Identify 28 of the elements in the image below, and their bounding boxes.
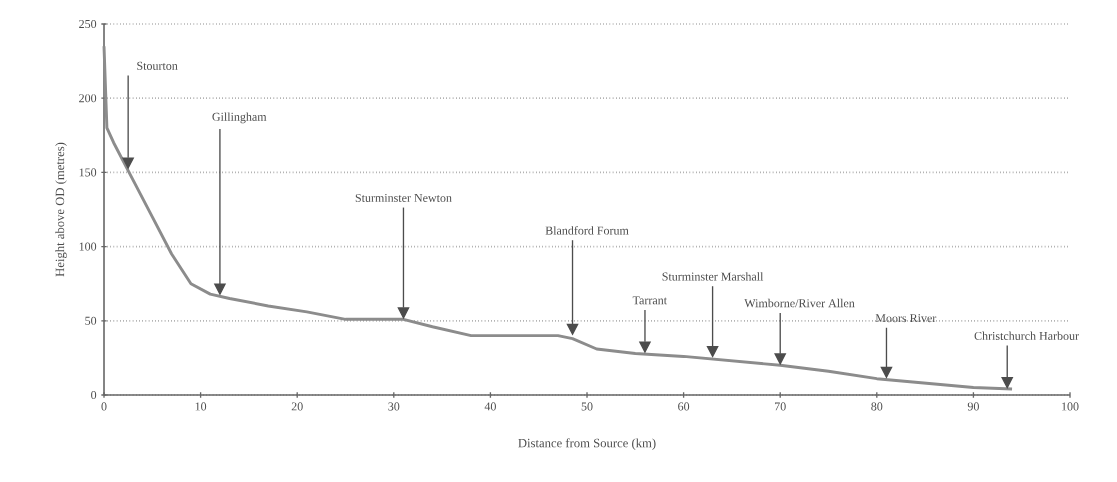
x-tick-label: 10 [195,402,207,411]
annotation: Stourton [137,61,178,70]
y-tick-label: 150 [79,168,97,177]
annotation: Moors River [875,314,937,323]
x-tick-label: 30 [388,402,400,411]
y-tick-label: 100 [79,242,97,251]
y-tick-label: 50 [85,316,97,325]
x-axis-title: Distance from Source (km) [518,438,656,450]
x-tick-label: 0 [101,402,107,411]
annotation: Sturminster Newton [355,193,452,202]
x-tick-label: 80 [871,402,883,411]
x-tick-label: 20 [291,402,303,411]
annotation: Sturminster Marshall [662,272,764,281]
x-tick-label: 60 [678,402,690,411]
y-tick-label: 200 [79,94,97,103]
annotation: Christchurch Harbour [974,331,1079,340]
annotation: Wimborne/River Allen [744,298,855,308]
x-tick-label: 40 [484,402,496,411]
x-tick-label: 90 [967,402,979,411]
annotation: Tarrant [632,296,667,305]
x-tick-label: 50 [581,402,593,411]
y-tick-label: 0 [91,390,97,400]
annotation: Gillingham [212,112,267,124]
x-tick-label: 70 [775,402,786,411]
annotation: Blandford Forum [545,226,629,235]
x-tick-label: 100 [1062,402,1079,411]
y-tick-label: 250 [79,19,97,29]
y-axis-title: Height above OD (metres) [55,142,67,277]
